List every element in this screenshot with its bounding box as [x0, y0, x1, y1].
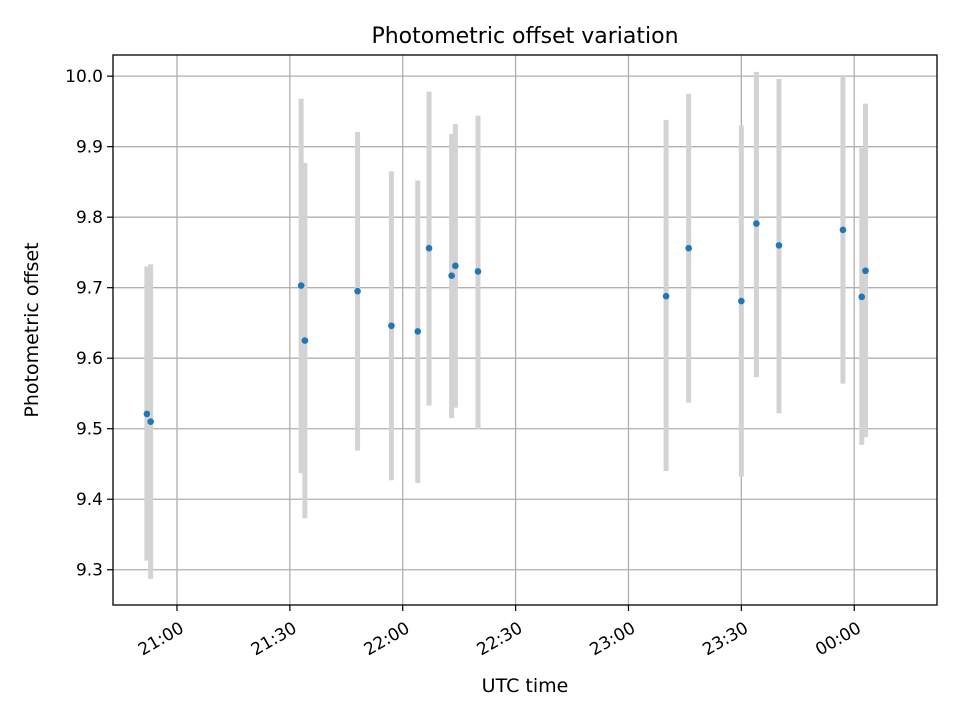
y-tick-label: 9.7 — [76, 279, 103, 299]
data-point — [685, 244, 692, 252]
data-point — [354, 287, 361, 295]
data-point — [775, 242, 783, 249]
y-tick-label: 9.9 — [76, 138, 103, 158]
data-point — [301, 337, 309, 344]
x-tick-label: 23:30 — [699, 618, 751, 660]
data-point — [753, 220, 760, 227]
data-point — [297, 282, 305, 289]
data-point — [738, 297, 745, 305]
data-point — [858, 293, 866, 301]
x-axis: 21:00 21:30 22:00 22:30 23:00 23:30 00:00 — [135, 605, 865, 660]
y-tick-label: 9.4 — [76, 490, 103, 510]
x-axis-label: UTC time — [482, 675, 569, 697]
data-point — [839, 226, 847, 234]
y-tick-label: 9.6 — [76, 349, 103, 369]
data-point — [143, 410, 151, 418]
plot-frame — [112, 54, 938, 606]
y-tick-label: 9.3 — [76, 561, 103, 581]
chart-title: Photometric offset variation — [371, 24, 678, 49]
data-point — [147, 418, 154, 425]
data-point — [474, 268, 482, 275]
data-point — [662, 292, 670, 300]
data-point — [452, 262, 459, 270]
grid — [113, 55, 937, 605]
x-tick-label: 21:30 — [248, 618, 300, 660]
error-bars — [144, 71, 869, 579]
data-point — [425, 244, 433, 252]
x-tick-label: 22:30 — [474, 618, 526, 660]
x-tick-label: 22:00 — [361, 618, 413, 660]
data-point — [862, 267, 869, 275]
data-point — [414, 328, 422, 335]
y-tick-label: 9.8 — [76, 208, 103, 228]
y-tick-label: 10.0 — [65, 67, 103, 87]
x-tick-label: 21:00 — [135, 618, 187, 660]
data-point — [388, 322, 395, 330]
y-tick-label: 9.5 — [76, 420, 103, 440]
y-axis: 9.3 9.4 9.5 9.6 9.7 9.8 9.9 10.0 — [65, 67, 113, 581]
data-point — [448, 272, 455, 280]
x-tick-label: 00:00 — [812, 618, 864, 660]
data-points — [143, 220, 869, 425]
x-tick-label: 23:00 — [587, 618, 639, 660]
y-axis-label: Photometric offset — [21, 242, 43, 417]
